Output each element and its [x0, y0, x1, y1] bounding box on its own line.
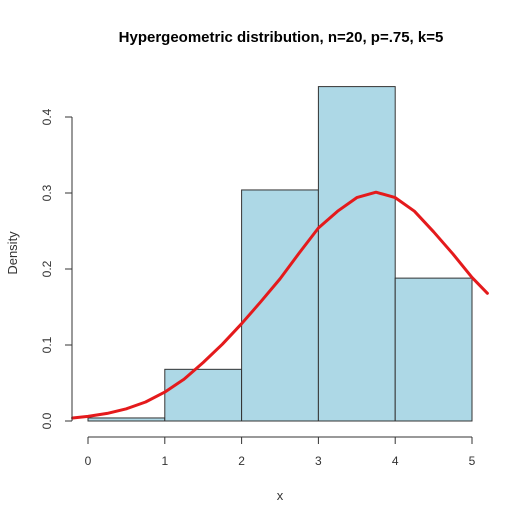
- x-axis-label: x: [277, 488, 284, 503]
- x-tick-label-4: 4: [392, 454, 399, 468]
- y-tick-label-4: 0.4: [40, 108, 54, 125]
- histogram-bar-4: [394, 277, 473, 422]
- y-tick-label-2: 0.2: [40, 260, 54, 277]
- chart-title: Hypergeometric distribution, n=20, p=.75…: [119, 29, 444, 46]
- x-tick-label-0: 0: [85, 454, 92, 468]
- y-tick-label-3: 0.3: [40, 184, 54, 201]
- x-tick-label-3: 3: [315, 454, 322, 468]
- histogram-bars: [87, 86, 473, 422]
- histogram-bar-0: [87, 417, 166, 422]
- histogram-bar-1: [164, 368, 243, 422]
- x-tick-label-5: 5: [469, 454, 476, 468]
- density-curve-layer: [71, 190, 489, 420]
- density-curve: [71, 190, 489, 420]
- y-axis: 0.0 0.1 0.2 0.3 0.4: [40, 108, 73, 429]
- x-tick-label-1: 1: [161, 454, 168, 468]
- histogram-bar-3: [317, 86, 396, 422]
- histogram-bar-2: [241, 189, 319, 422]
- y-tick-label-1: 0.1: [40, 336, 54, 353]
- x-axis: 0 1 2 3 4 5: [85, 436, 476, 468]
- y-tick-label-0: 0.0: [40, 412, 54, 429]
- y-axis-label: Density: [5, 231, 20, 275]
- x-tick-label-2: 2: [238, 454, 245, 468]
